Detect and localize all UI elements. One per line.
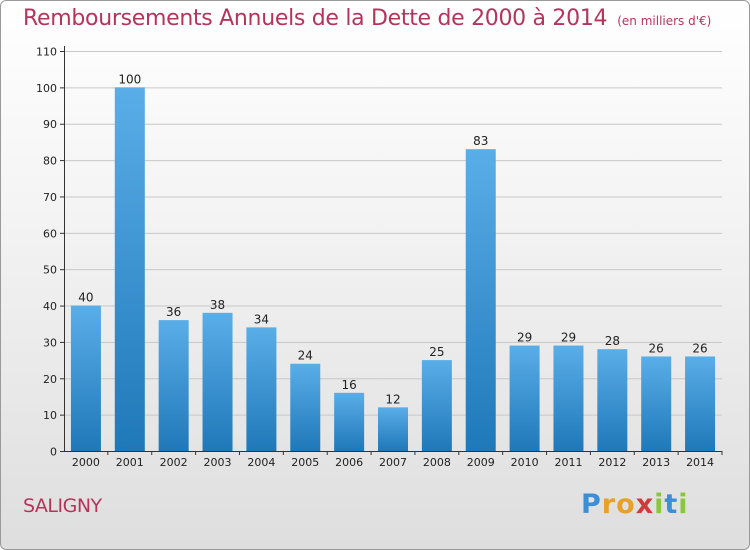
- bar: [378, 407, 408, 451]
- data-label: 34: [254, 312, 269, 326]
- x-tick-label: 2000: [72, 456, 100, 469]
- y-tick-label: 0: [50, 446, 57, 459]
- data-label: 100: [118, 72, 141, 86]
- bar: [334, 392, 365, 451]
- data-label: 36: [166, 305, 181, 319]
- data-label: 26: [692, 341, 707, 355]
- logo-letter: t: [664, 489, 679, 520]
- y-tick-label: 10: [43, 409, 57, 422]
- bar: [114, 87, 145, 451]
- chart-unit-note: (en milliers d'€): [617, 14, 712, 28]
- data-label: 16: [341, 378, 356, 392]
- bar: [553, 345, 584, 451]
- data-label: 40: [78, 291, 93, 305]
- chart-title: Remboursements Annuels de la Dette de 20…: [23, 6, 711, 31]
- y-tick-label: 60: [43, 227, 57, 240]
- bar: [70, 305, 101, 451]
- logo-letter: o: [616, 489, 636, 520]
- x-tick-label: 2001: [116, 456, 144, 469]
- bar: [641, 356, 672, 451]
- logo-letter: i: [654, 489, 665, 520]
- x-tick-label: 2011: [554, 456, 582, 469]
- bar: [202, 312, 233, 451]
- x-tick-label: 2003: [204, 456, 232, 469]
- data-label: 28: [605, 334, 620, 348]
- y-tick-label: 70: [43, 191, 57, 204]
- bar: [685, 356, 716, 451]
- x-tick-label: 2004: [247, 456, 275, 469]
- data-label: 29: [517, 331, 532, 345]
- y-tick-label: 50: [43, 264, 57, 277]
- chart-title-text: Remboursements Annuels de la Dette de 20…: [23, 6, 608, 31]
- x-tick-label: 2012: [598, 456, 626, 469]
- commune-name: SALIGNY: [23, 495, 102, 517]
- bars: [70, 87, 716, 451]
- bar: [597, 349, 628, 451]
- x-tick-label: 2008: [423, 456, 451, 469]
- logo-letter: r: [601, 489, 617, 520]
- y-tick-label: 30: [43, 336, 57, 349]
- bar: [465, 149, 496, 451]
- bar: [246, 327, 277, 451]
- y-tick-label: 110: [36, 46, 57, 59]
- data-label: 25: [429, 345, 444, 359]
- bar: [421, 360, 452, 451]
- data-label: 24: [298, 349, 313, 363]
- x-tick-label: 2013: [642, 456, 670, 469]
- y-tick-label: 100: [36, 82, 57, 95]
- bar: [509, 345, 540, 451]
- bar: [290, 363, 321, 451]
- y-tick-label: 20: [43, 373, 57, 386]
- bar: [158, 320, 189, 451]
- logo-letter: x: [635, 489, 655, 520]
- x-tick-label: 2014: [686, 456, 714, 469]
- y-tick-label: 40: [43, 300, 57, 313]
- x-tick-label: 2009: [467, 456, 495, 469]
- data-label: 29: [561, 331, 576, 345]
- x-tick-label: 2002: [160, 456, 188, 469]
- data-label: 83: [473, 134, 488, 148]
- axes: 0 10 20 30 40 50 60 70 80 90 100 110: [36, 46, 723, 459]
- y-tick-label: 90: [43, 118, 57, 131]
- data-label: 12: [385, 392, 400, 406]
- x-tick-label: 2006: [335, 456, 363, 469]
- proxiti-logo: Proxiti: [581, 489, 689, 520]
- y-tick-label: 80: [43, 155, 57, 168]
- labels: 2000 40 2001 100 2002 36 2003 38 2004 34 2005 24 200…: [72, 72, 714, 469]
- x-tick-label: 2005: [291, 456, 319, 469]
- x-tick-label: 2010: [511, 456, 539, 469]
- data-label: 38: [210, 298, 225, 312]
- data-label: 26: [649, 341, 664, 355]
- logo-letter: P: [581, 489, 602, 520]
- x-tick-label: 2007: [379, 456, 407, 469]
- logo-letter: i: [678, 489, 689, 520]
